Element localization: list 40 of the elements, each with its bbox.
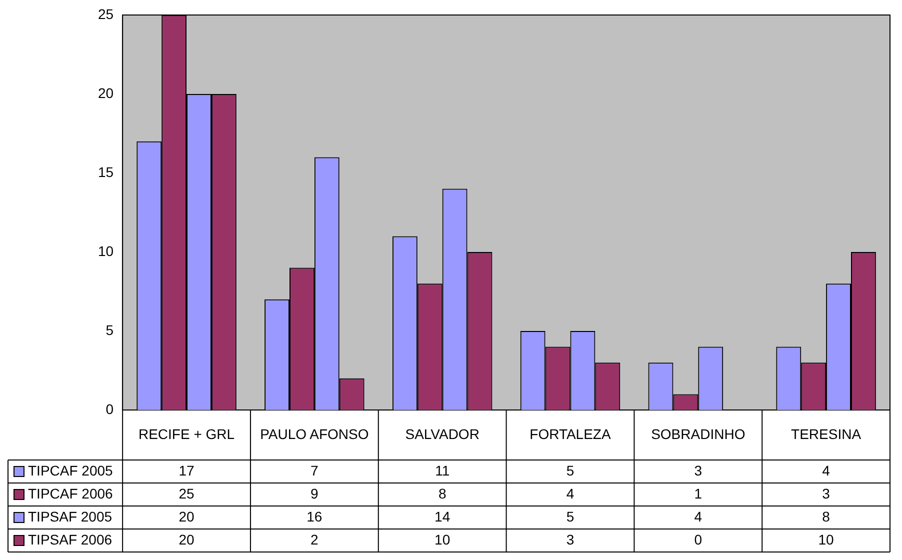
- y-tick-label: 15: [98, 164, 114, 180]
- data-label: 7: [310, 462, 319, 478]
- data-label: 1: [694, 485, 702, 502]
- y-tick-label: 5: [106, 322, 114, 338]
- data-label: 3: [822, 485, 830, 502]
- data-label: 3: [694, 462, 702, 478]
- data-label: 4: [694, 508, 702, 524]
- y-tick-label: 10: [98, 242, 114, 259]
- legend-label: TIPSAF 2006: [28, 531, 112, 548]
- data-label: 16: [306, 508, 322, 524]
- data-label: 10: [818, 531, 834, 548]
- data-label: 4: [566, 485, 574, 502]
- data-label: 14: [434, 508, 450, 524]
- x-tick-label: RECIFE + GRL: [138, 426, 235, 442]
- y-tick-label: 20: [98, 84, 114, 101]
- data-label: 20: [178, 508, 195, 524]
- data-label: 3: [566, 531, 574, 548]
- data-label: 20: [178, 531, 195, 548]
- data-label: 4: [822, 462, 830, 478]
- data-label: 17: [178, 462, 195, 478]
- data-label: 0: [694, 531, 702, 548]
- data-label: 25: [178, 485, 195, 502]
- data-label: 9: [310, 485, 319, 502]
- data-label: 8: [822, 508, 830, 524]
- x-tick-label: SOBRADINHO: [651, 426, 746, 442]
- x-tick-label: TERESINA: [791, 426, 862, 442]
- data-label: 11: [435, 462, 450, 478]
- legend-label: TIPCAF 2005: [28, 462, 114, 478]
- x-tick-label: PAULO AFONSO: [260, 426, 369, 442]
- x-tick-label: SALVADOR: [405, 426, 480, 442]
- data-label: 5: [566, 462, 574, 478]
- y-tick-label: 25: [98, 6, 114, 22]
- data-label: 8: [438, 485, 446, 502]
- x-tick-label: FORTALEZA: [530, 426, 612, 442]
- legend-label: TIPSAF 2005: [28, 508, 112, 524]
- data-label: 5: [566, 508, 574, 524]
- legend-label: TIPCAF 2006: [28, 485, 114, 502]
- data-label: 10: [434, 531, 450, 548]
- y-tick-label: 0: [106, 400, 114, 417]
- data-label: 2: [310, 531, 319, 548]
